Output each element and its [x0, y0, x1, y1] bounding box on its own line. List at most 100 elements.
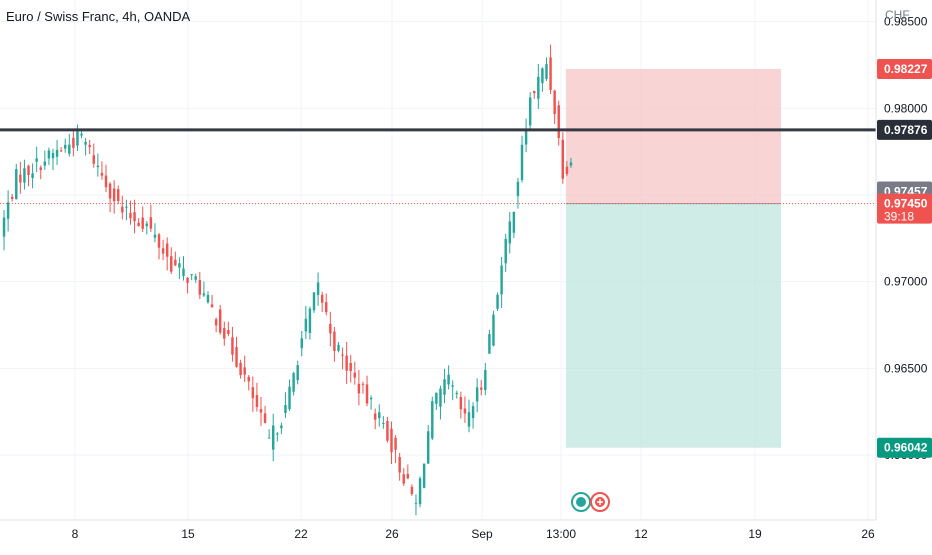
- candle-down: [149, 217, 153, 229]
- candle-down: [214, 319, 218, 326]
- candle-up: [125, 206, 128, 208]
- candle-down: [373, 413, 377, 420]
- candle-down: [186, 277, 189, 283]
- candle-down: [108, 183, 112, 199]
- candle-up: [541, 68, 544, 84]
- candle-up: [496, 294, 499, 309]
- candle-down: [170, 256, 173, 272]
- price-tick-label: 0.98500: [884, 15, 928, 29]
- time-tick-label: 26: [385, 527, 399, 541]
- candle-up: [316, 282, 320, 295]
- candle-down: [406, 473, 410, 479]
- candle-up: [382, 422, 385, 424]
- time-tick-label: 8: [72, 527, 79, 541]
- candle-up: [312, 292, 316, 311]
- candle-down: [59, 150, 63, 152]
- candle-up: [68, 144, 71, 154]
- candle-up: [202, 293, 206, 296]
- resistance-price-badge-text: 0.97876: [884, 123, 928, 137]
- candles: [2, 44, 573, 516]
- candle-down: [247, 376, 250, 382]
- countdown-text: 39:18: [884, 210, 914, 224]
- candle-up: [182, 268, 185, 277]
- candle-down: [251, 387, 255, 399]
- candle-up: [23, 168, 26, 183]
- candle-up: [296, 365, 299, 381]
- time-tick-label: 19: [748, 527, 762, 541]
- earnings-event-icon[interactable]: [571, 492, 591, 512]
- candle-up: [528, 97, 532, 126]
- candle-up: [512, 211, 516, 233]
- stop-loss-zone[interactable]: [566, 68, 781, 204]
- candle-up: [6, 202, 10, 219]
- candle-down: [463, 408, 467, 414]
- candle-up: [276, 433, 279, 435]
- candle-up: [304, 318, 308, 332]
- candle-down: [402, 474, 405, 484]
- currency-label: CHF: [885, 8, 910, 22]
- time-axis[interactable]: 8 15 22 26 Sep 13:00 12 19 26: [0, 519, 876, 541]
- candle-up: [337, 344, 340, 351]
- candle-up: [484, 370, 487, 391]
- price-axis[interactable]: 0.985000.980000.975000.970000.965000.960…: [875, 0, 932, 550]
- candle-up: [545, 64, 548, 79]
- time-tick-label: 13:00: [546, 527, 576, 541]
- candle-up: [43, 161, 47, 166]
- candle-up: [35, 158, 38, 162]
- candle-up: [418, 478, 422, 505]
- candle-up: [47, 150, 51, 159]
- news-event-icon[interactable]: [590, 492, 610, 512]
- last-price-badge-text: 0.97450: [884, 197, 928, 211]
- candle-up: [435, 392, 438, 404]
- position-zones[interactable]: [566, 68, 781, 448]
- candle-up: [451, 385, 454, 387]
- candle-up: [63, 144, 67, 149]
- target-price-badge[interactable]: [877, 437, 932, 458]
- candle-up: [190, 274, 193, 276]
- candle-up: [569, 162, 573, 166]
- candle-up: [488, 334, 491, 354]
- candle-up: [300, 338, 303, 349]
- candle-up: [431, 401, 434, 439]
- candle-down: [157, 234, 161, 248]
- resistance-price-badge[interactable]: [877, 119, 932, 140]
- candle-up: [471, 406, 475, 419]
- candle-down: [365, 384, 369, 404]
- candle-down: [165, 243, 169, 257]
- candle-up: [292, 373, 295, 392]
- candle-down: [565, 166, 569, 175]
- price-lines: [0, 128, 876, 205]
- candle-up: [504, 238, 507, 264]
- candle-down: [480, 387, 483, 390]
- candle-down: [133, 212, 136, 222]
- candle-up: [447, 374, 450, 385]
- candle-up: [280, 425, 283, 429]
- candle-up: [51, 152, 55, 159]
- candle-up: [369, 397, 373, 400]
- candle-up: [194, 276, 197, 280]
- take-profit-zone[interactable]: [566, 203, 781, 448]
- stop-price-badge[interactable]: [877, 58, 932, 79]
- candle-down: [141, 217, 144, 229]
- candle-down: [161, 248, 165, 254]
- candle-up: [492, 314, 495, 346]
- candle-down: [231, 337, 234, 355]
- candle-down: [198, 279, 202, 295]
- candle-down: [92, 155, 95, 164]
- candle-down: [10, 196, 14, 199]
- candle-up: [378, 412, 381, 419]
- candle-up: [508, 221, 512, 244]
- candle-down: [353, 372, 357, 378]
- candle-up: [516, 181, 520, 196]
- event-markers[interactable]: [571, 492, 610, 512]
- last-price-badge[interactable]: [877, 193, 932, 224]
- candle-down: [349, 362, 352, 371]
- candle-up: [524, 128, 528, 145]
- candle-up: [272, 425, 275, 450]
- candle-up: [308, 308, 312, 334]
- candle-up: [84, 141, 87, 145]
- chart-title: Euro / Swiss Franc, 4h, OANDA: [6, 9, 191, 24]
- candle-up: [443, 379, 446, 395]
- candle-down: [394, 437, 397, 450]
